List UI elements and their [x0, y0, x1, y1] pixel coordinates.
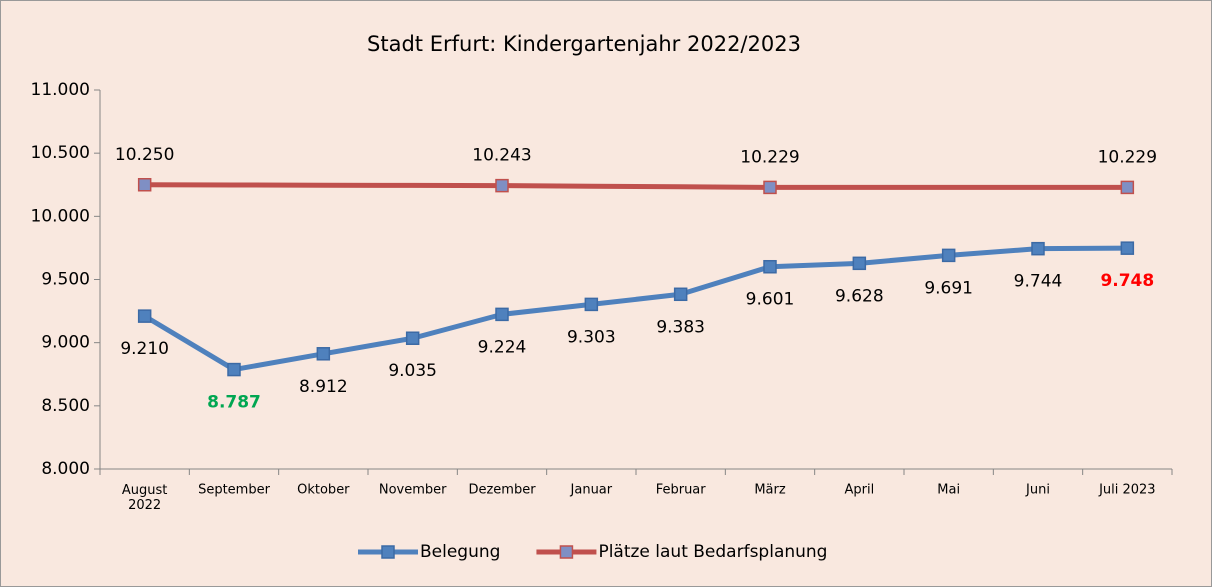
marker	[227, 362, 241, 377]
x-tick-label: Juli 2023	[1098, 483, 1156, 498]
x-tick-label: November	[379, 483, 447, 498]
legend-label: Plätze laut Bedarfsplanung	[598, 542, 827, 562]
series-line	[144, 182, 1128, 190]
value-label: 9.210	[120, 339, 169, 359]
y-tick-label: 8.000	[41, 459, 90, 479]
x-tick-label: Dezember	[468, 483, 536, 498]
marker	[584, 297, 599, 312]
value-label: 9.035	[388, 361, 437, 381]
y-tick-label: 9.000	[41, 333, 90, 353]
y-tick-label: 9.500	[41, 270, 90, 290]
marker	[495, 178, 509, 193]
y-tick-label: 10.000	[31, 206, 90, 226]
value-label: 9.628	[835, 286, 884, 306]
value-label: 10.229	[740, 147, 799, 167]
value-label: 10.229	[1098, 147, 1157, 167]
legend-marker	[381, 545, 395, 559]
x-tick-label: Mai	[937, 483, 960, 498]
marker	[405, 331, 420, 345]
value-label: 10.250	[115, 145, 174, 165]
x-tick-label: August 2022	[122, 483, 168, 513]
x-tick-label: Oktober	[297, 483, 350, 498]
x-tick-label: Juni	[1025, 483, 1050, 498]
marker	[763, 259, 777, 274]
y-tick-label: 8.500	[41, 396, 90, 416]
x-tick-label: April	[844, 483, 874, 498]
y-tick-label: 11.000	[31, 80, 90, 100]
marker	[1031, 241, 1045, 256]
x-tick-label: Februar	[656, 483, 707, 498]
marker	[673, 287, 688, 302]
marker	[495, 307, 509, 322]
legend-label: Belegung	[420, 542, 500, 562]
x-tick-label: März	[754, 483, 786, 498]
y-tick-label: 10.500	[31, 143, 90, 163]
value-label: 9.601	[746, 290, 795, 310]
marker	[137, 178, 152, 192]
marker	[763, 180, 777, 195]
x-tick-label: Januar	[570, 483, 613, 498]
value-label: 8.787	[207, 393, 261, 413]
series-line	[143, 245, 1128, 373]
value-label: 9.224	[478, 337, 527, 357]
value-label: 9.744	[1014, 272, 1063, 292]
value-label: 9.303	[567, 327, 616, 347]
chart-title: Stadt Erfurt: Kindergartenjahr 2022/2023	[367, 32, 801, 56]
value-label: 8.912	[299, 377, 348, 397]
value-label: 9.748	[1100, 271, 1154, 291]
marker	[941, 248, 956, 263]
marker	[137, 309, 152, 323]
x-tick-label: September	[198, 483, 271, 498]
value-label: 9.691	[924, 278, 973, 298]
marker	[852, 256, 867, 271]
value-label: 10.243	[472, 146, 531, 166]
legend-marker	[559, 545, 574, 559]
marker	[316, 347, 331, 361]
marker	[1120, 241, 1135, 255]
value-label: 9.383	[656, 317, 705, 337]
marker	[1120, 180, 1135, 195]
